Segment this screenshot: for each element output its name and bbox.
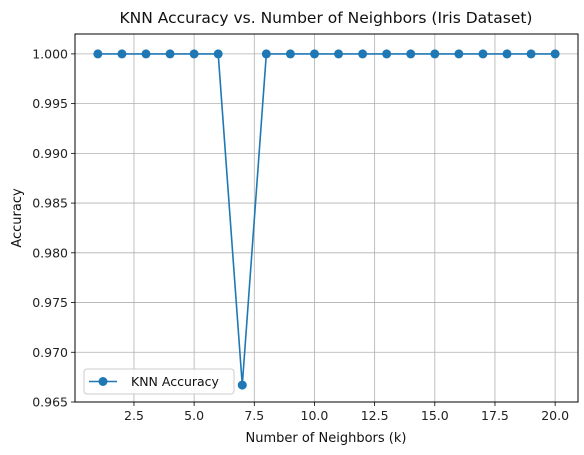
data-point	[454, 49, 464, 59]
legend-label: KNN Accuracy	[131, 374, 220, 389]
x-tick-label: 5.0	[184, 408, 204, 423]
legend: KNN Accuracy	[83, 368, 235, 395]
x-tick-label: 10.0	[301, 408, 329, 423]
data-point	[550, 49, 560, 59]
plot-frame	[74, 33, 579, 403]
data-point	[237, 380, 247, 390]
data-point	[358, 49, 368, 59]
y-tick-label: 0.975	[32, 295, 68, 310]
y-axis-label: Accuracy	[10, 188, 25, 248]
data-point	[406, 49, 416, 59]
grid	[75, 34, 578, 403]
y-axis-ticks: 0.965 0.970 0.975 0.980 0.985 0.990 0.995 1.000	[32, 46, 75, 410]
y-tick-label: 0.985	[32, 196, 68, 211]
x-tick-label: 12.5	[361, 408, 389, 423]
data-point	[141, 49, 151, 59]
legend-box	[83, 368, 235, 395]
y-tick-label: 0.995	[32, 96, 68, 111]
y-tick-label: 0.965	[32, 395, 68, 410]
data-point	[478, 49, 488, 59]
legend-marker-sample	[98, 377, 108, 386]
data-point	[430, 49, 440, 59]
y-tick-label: 0.990	[32, 146, 68, 161]
x-axis-label: Number of Neighbors (k)	[246, 431, 407, 446]
x-axis-ticks: 2.5 5.0 7.5 10.0 12.5 15.0 17.5 20.0	[124, 402, 569, 423]
y-tick-label: 1.000	[32, 46, 68, 61]
data-point	[382, 49, 392, 59]
data-point	[285, 49, 295, 59]
data-point	[189, 49, 199, 59]
y-tick-label: 0.970	[32, 345, 68, 360]
y-tick-label: 0.980	[32, 245, 68, 260]
data-point	[526, 49, 536, 59]
data-point	[309, 49, 319, 59]
x-tick-label: 15.0	[421, 408, 449, 423]
data-point	[117, 49, 127, 59]
data-point	[165, 49, 175, 59]
data-point	[213, 49, 223, 59]
data-point	[334, 49, 344, 59]
x-tick-label: 2.5	[124, 408, 144, 423]
x-tick-label: 17.5	[481, 408, 509, 423]
x-tick-label: 7.5	[244, 408, 264, 423]
series-layer	[93, 49, 560, 390]
chart-title: KNN Accuracy vs. Number of Neighbors (Ir…	[120, 9, 533, 27]
data-point	[502, 49, 512, 59]
data-point	[261, 49, 271, 59]
data-point	[93, 49, 103, 59]
x-tick-label: 20.0	[541, 408, 569, 423]
